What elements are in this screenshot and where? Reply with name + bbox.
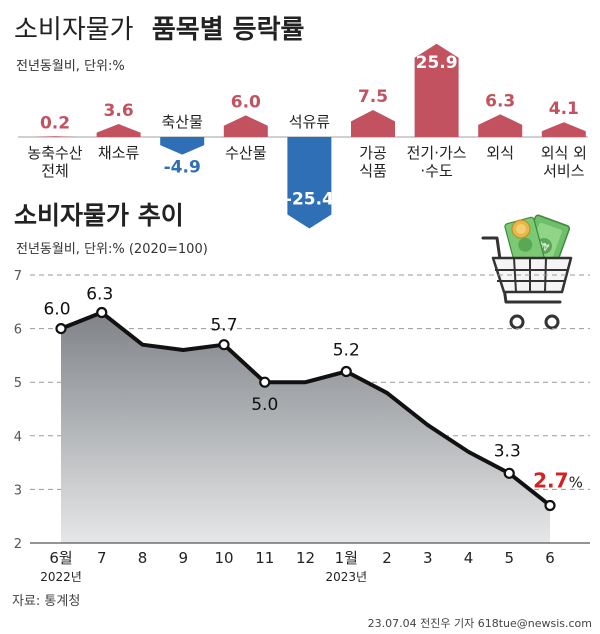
top-chart-subtitle: 전년동월비, 단위:% (16, 59, 125, 74)
y-tick-label: 7 (14, 269, 22, 284)
top-chart-title-bold: 품목별 등락률 (152, 15, 305, 45)
point-value-label: 5.0 (251, 395, 278, 415)
bar-value-label: 25.9 (416, 53, 458, 73)
x-tick-label: 11 (255, 549, 274, 567)
data-point-marker (96, 306, 108, 319)
source-note: 자료: 통계청 (12, 594, 81, 609)
x-tick-label: 7 (97, 549, 107, 567)
shopping-cart-icon: ₩ (481, 214, 573, 330)
data-point-marker (55, 323, 67, 335)
category-bar (541, 122, 586, 137)
category-bar (33, 136, 77, 137)
bar-category-label: 가공 (359, 144, 387, 162)
x-tick-label: 1월 (335, 549, 358, 567)
x-tick-label: 6 (545, 549, 555, 567)
top-chart-title-normal: 소비자물가 (14, 15, 134, 45)
price-trend-line-chart: 2 3 4 5 6 7 6.0 6.3 5.7 5.0 5.2 3.3 2.7% 6월 7 8 9 10 11 12 1… (14, 269, 590, 584)
line-chart-subtitle: 전년동월비, 단위:% (2020=100) (16, 242, 208, 257)
bar-category-label: 석유류 (289, 113, 331, 131)
top-chart-title: 소비자물가 품목별 등락률 (14, 15, 305, 45)
data-point-marker (544, 499, 556, 512)
category-bar (223, 115, 268, 137)
y-tick-label: 3 (14, 483, 22, 498)
bar-category-label: ·수도 (420, 162, 453, 180)
bar-category-label: 전체 (41, 162, 69, 180)
point-value-label: 5.7 (210, 316, 237, 336)
bar-value-label: 6.3 (485, 91, 515, 111)
y-tick-label: 2 (14, 537, 22, 552)
y-tick-label: 5 (14, 376, 22, 391)
category-bar (478, 114, 523, 137)
bar-category-label: 서비스 (543, 162, 585, 180)
point-value-label: 6.0 (43, 300, 70, 320)
year-label: 2022년 (40, 570, 82, 584)
x-tick-label: 10 (214, 549, 233, 567)
category-bar (287, 137, 332, 229)
data-point-marker (503, 467, 515, 479)
data-point-marker (259, 376, 271, 388)
bar-value-label: -25.4 (285, 189, 334, 209)
point-value-label: 5.2 (333, 340, 360, 360)
point-value-label: 2.7% (533, 468, 583, 492)
x-tick-label: 9 (178, 549, 188, 567)
x-tick-label: 2 (382, 549, 392, 567)
point-value-label: 6.3 (86, 285, 113, 305)
bar-value-label: 6.0 (231, 92, 261, 112)
bar-category-label: 채소류 (98, 144, 140, 162)
x-tick-label: 6월 (49, 549, 72, 567)
bar-value-label: 7.5 (358, 87, 388, 107)
trend-line (59, 310, 552, 508)
x-tick-label: 8 (138, 549, 148, 567)
bar-category-label: 식품 (359, 162, 387, 180)
category-bar (160, 137, 205, 155)
line-chart-title: 소비자물가 추이 (14, 201, 184, 230)
bar-category-label: 수산물 (225, 144, 266, 162)
bar-category-label: 농축수산 (27, 144, 82, 162)
category-bar (351, 110, 395, 137)
bar-category-label: 외식 외 (541, 144, 587, 162)
credit-line: 23.07.04 전진우 기자 618tue@newsis.com (367, 617, 592, 630)
trend-area (61, 312, 550, 543)
bar-value-label: 3.6 (104, 101, 134, 121)
category-bar (96, 124, 141, 137)
y-tick-label: 4 (14, 430, 22, 445)
bar-category-label: 전기·가스 (407, 144, 467, 162)
bar-value-label: 4.1 (549, 99, 579, 119)
x-tick-label: 3 (423, 549, 433, 567)
y-tick-label: 6 (14, 323, 22, 338)
x-tick-label: 5 (504, 549, 514, 567)
bar-value-label: -4.9 (164, 158, 201, 178)
data-point-marker (340, 365, 352, 378)
x-tick-label: 4 (464, 549, 474, 567)
bar-value-label: 0.2 (40, 113, 70, 133)
category-bar (414, 43, 459, 138)
data-point-marker (218, 339, 230, 351)
bar-category-label: 축산물 (161, 113, 202, 131)
x-tick-label: 12 (296, 549, 315, 567)
year-label: 2023년 (325, 570, 367, 584)
point-value-label: 3.3 (494, 441, 521, 461)
bar-category-label: 외식 (486, 144, 514, 162)
